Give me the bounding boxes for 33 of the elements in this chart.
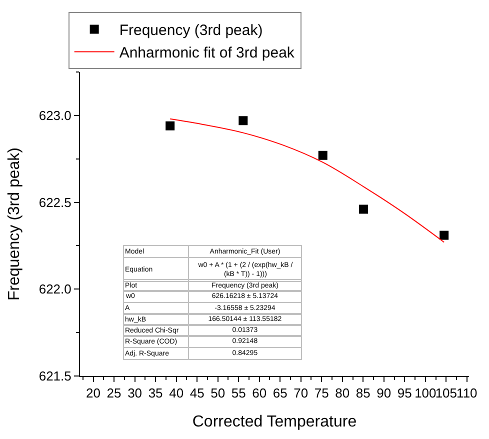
x-tick-label: 75 <box>314 386 329 401</box>
x-tick-label: 25 <box>106 386 122 401</box>
x-tick-label: 105 <box>435 386 458 401</box>
legend-label: Anharmonic fit of 3rd peak <box>119 44 295 62</box>
point <box>318 150 328 160</box>
y-tick-label: 623.0 <box>38 108 72 123</box>
x-tick-label: 110 <box>456 386 478 401</box>
y-tick-label: 622.5 <box>38 194 72 210</box>
x-tick-label: 30 <box>128 386 142 401</box>
x-tick-label: 45 <box>190 386 204 401</box>
y-tick-label: 622.0 <box>38 282 72 297</box>
x-axis-title: Corrected Temperature <box>192 413 357 430</box>
x-tick-label: 85 <box>356 386 370 401</box>
x-tick-label: 35 <box>148 386 163 401</box>
x-tick-label: 60 <box>252 386 267 401</box>
y-axis-title: Frequency (3rd peak) <box>6 148 23 300</box>
point <box>359 204 368 214</box>
x-tick-label: 70 <box>294 386 308 401</box>
point <box>166 121 175 130</box>
x-tick-label: 100 <box>414 386 436 401</box>
x-tick-label: 95 <box>397 386 412 401</box>
x-tick-label: 65 <box>272 386 288 401</box>
y-tick-label: 621.5 <box>38 368 72 384</box>
point <box>440 230 449 240</box>
x-tick-label: 80 <box>335 386 350 401</box>
x-tick-label: 90 <box>376 386 392 401</box>
x-tick-label: 40 <box>169 386 184 401</box>
x-tick-label: 20 <box>86 386 101 401</box>
x-tick-label: 55 <box>231 386 246 401</box>
line-series <box>170 118 445 243</box>
legend-label: Frequency (3rd peak) <box>119 22 263 40</box>
x-tick-label: 50 <box>210 386 226 401</box>
point <box>238 116 248 126</box>
